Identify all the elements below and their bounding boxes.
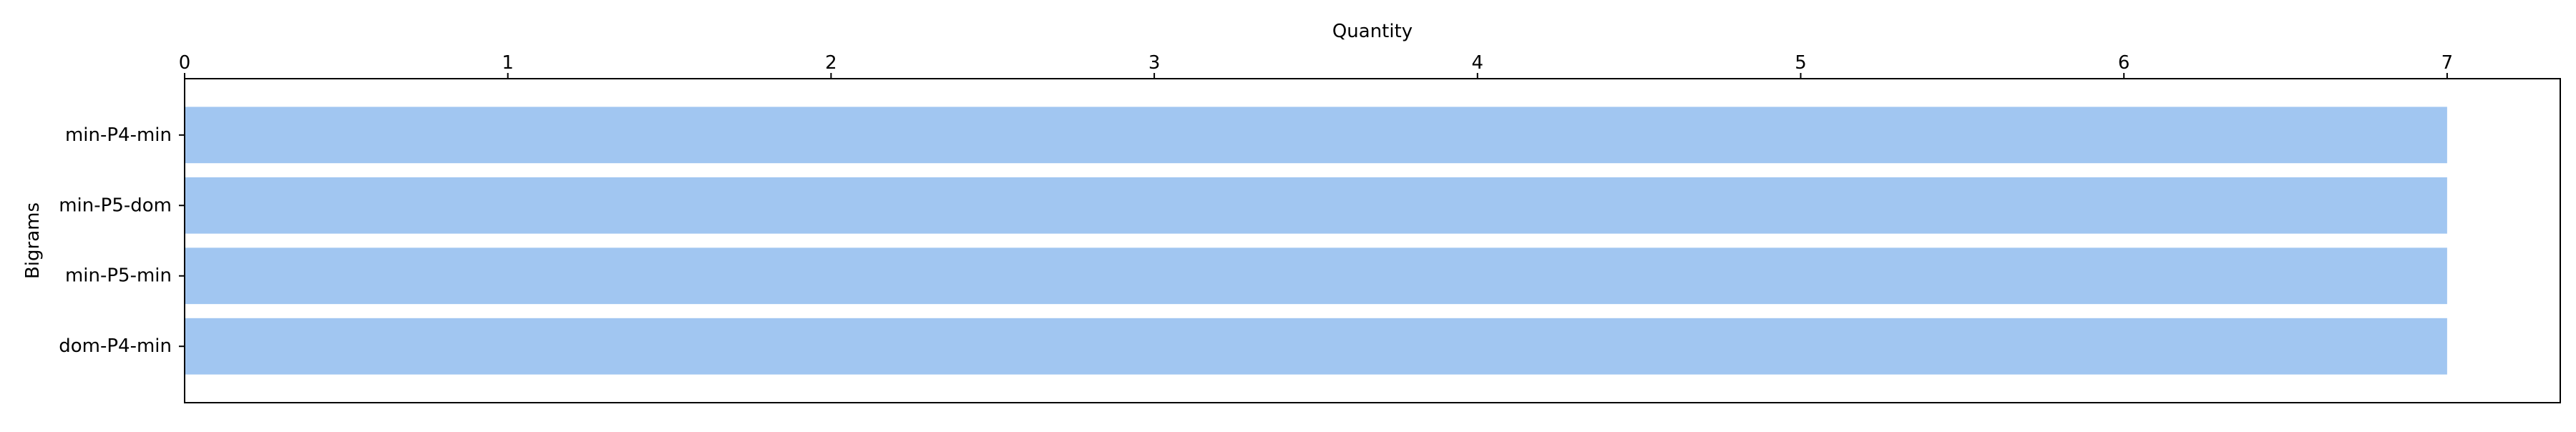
x-tick-label: 2 (825, 52, 837, 74)
x-tick-label: 4 (1472, 52, 1484, 74)
x-tick-label: 1 (502, 52, 514, 74)
x-tick-label: 5 (1795, 52, 1807, 74)
y-axis: min-P4-min min-P5-dom min-P5-min dom-P4-min (59, 124, 185, 357)
x-tick-label: 6 (2118, 52, 2130, 74)
y-axis-label: Bigrams (22, 202, 44, 279)
y-tick-label: min-P5-dom (59, 195, 172, 216)
bar-dom-P4-min (185, 318, 2447, 375)
bar-min-P5-min (185, 247, 2447, 305)
y-tick-label: dom-P4-min (59, 335, 172, 357)
x-tick-label: 0 (179, 52, 191, 74)
bar-min-P5-dom (185, 177, 2447, 234)
x-axis-label: Quantity (1332, 21, 1413, 42)
x-axis: 0 1 2 3 4 5 6 7 (179, 52, 2453, 79)
bars-layer (185, 107, 2447, 375)
x-tick-label: 3 (1148, 52, 1161, 74)
plot-area-frame (184, 78, 2561, 403)
bar-min-P4-min (185, 107, 2447, 164)
x-tick-label: 7 (2441, 52, 2454, 74)
y-tick-label: min-P5-min (65, 265, 172, 287)
y-tick-label: min-P4-min (65, 124, 172, 146)
